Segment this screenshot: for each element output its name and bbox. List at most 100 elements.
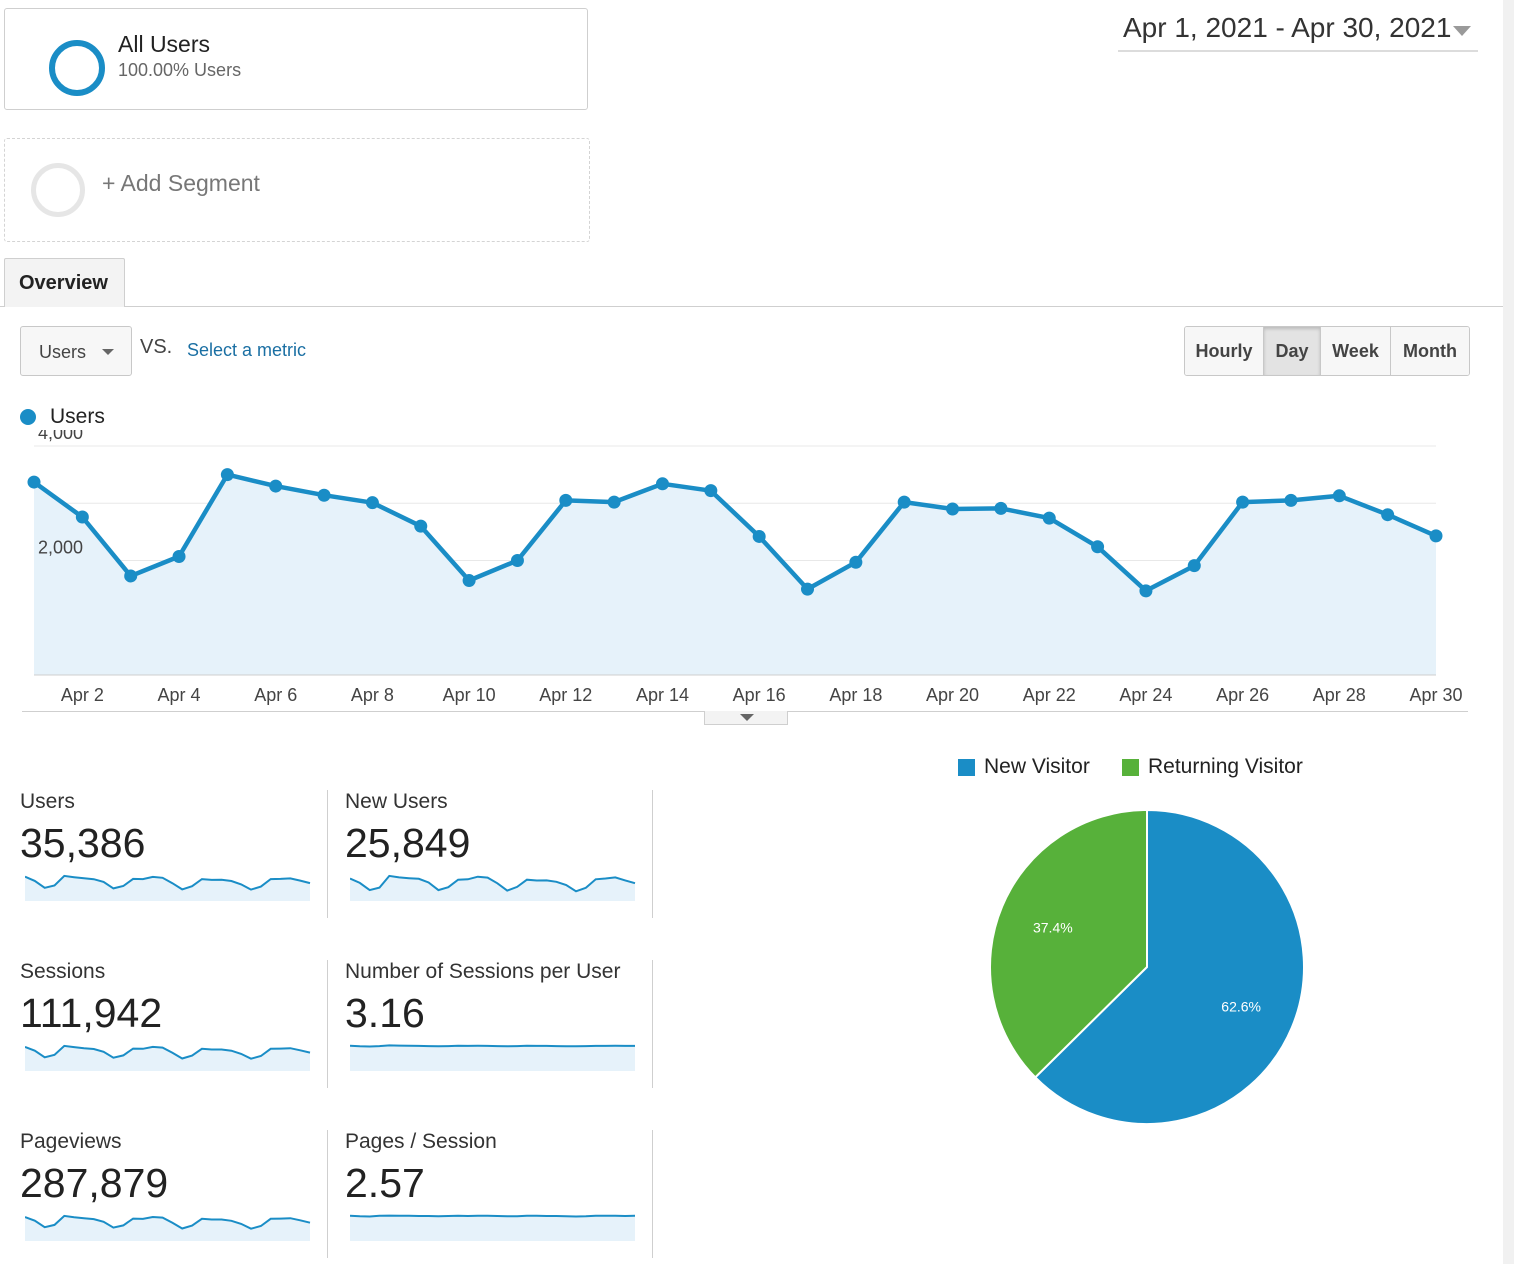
add-segment-button[interactable]: + Add Segment (4, 138, 590, 242)
y-axis-tick-label: 2,000 (38, 538, 83, 558)
chevron-down-icon (740, 714, 754, 721)
users-data-point[interactable] (1381, 508, 1395, 522)
users-data-point[interactable] (414, 519, 428, 533)
x-axis-tick-label: Apr 22 (1023, 685, 1076, 705)
users-data-point[interactable] (1042, 511, 1056, 525)
tab-overview[interactable]: Overview (4, 258, 125, 307)
y-axis-tick-label: 4,000 (38, 430, 83, 443)
kpi-label: Users (20, 790, 75, 813)
kpi-divider (327, 790, 328, 918)
week-button[interactable]: Week (1321, 327, 1391, 375)
kpi-card[interactable]: Pageviews 287,879 (20, 1130, 320, 1260)
kpi-value: 111,942 (20, 990, 163, 1036)
users-data-point[interactable] (946, 502, 960, 516)
pie-legend-label: New Visitor (984, 755, 1090, 778)
kpi-divider (652, 960, 653, 1088)
users-data-point[interactable] (1284, 493, 1298, 507)
pie-slice-new-visitor[interactable] (1033, 808, 1305, 1125)
users-data-point[interactable] (994, 501, 1008, 515)
metric-select-value: Users (39, 342, 87, 362)
kpi-sparkline (350, 1214, 636, 1241)
users-data-point[interactable] (510, 554, 524, 567)
add-segment-label: + Add Segment (102, 170, 260, 196)
granularity-toggle-group: Hourly Day Week Month (1184, 326, 1470, 376)
kpi-sparkline (350, 1044, 635, 1071)
users-data-point[interactable] (1236, 495, 1250, 509)
users-series-line (32, 472, 1437, 594)
users-data-point[interactable] (27, 475, 41, 489)
kpi-sparkline (25, 1214, 311, 1241)
kpi-label: Pages / Session (345, 1130, 497, 1153)
kpi-card[interactable]: Sessions 111,942 (20, 960, 320, 1090)
sparkline-line (350, 874, 636, 893)
kpi-value: 287,879 (20, 1160, 169, 1206)
users-data-point[interactable] (801, 582, 815, 596)
kpi-card[interactable]: Users 35,386 (20, 790, 320, 920)
kpi-value: 3.16 (345, 990, 425, 1036)
users-data-point[interactable] (1187, 559, 1201, 573)
month-button[interactable]: Month (1391, 327, 1469, 375)
x-axis-tick-label: Apr 10 (443, 685, 496, 705)
users-data-point[interactable] (559, 493, 573, 507)
users-data-point[interactable] (124, 569, 138, 583)
kpi-sparkline (350, 874, 636, 901)
new-visitor-swatch-icon (958, 759, 975, 776)
metric-select-dropdown[interactable]: Users (20, 326, 132, 376)
segment-all-users[interactable]: All Users 100.00% Users (4, 8, 588, 110)
users-data-point[interactable] (365, 496, 379, 510)
x-axis-tick-label: Apr 14 (636, 685, 689, 705)
users-data-point[interactable] (655, 477, 669, 491)
users-data-point[interactable] (1139, 584, 1153, 598)
x-axis-tick-label: Apr 24 (1119, 685, 1172, 705)
users-data-point[interactable] (1332, 489, 1346, 503)
pie-legend-returning-visitor: Returning Visitor (1122, 755, 1322, 780)
sparkline-line (25, 1214, 311, 1230)
users-data-point[interactable] (172, 549, 186, 563)
users-data-point[interactable] (317, 488, 331, 502)
x-axis-tick-label: Apr 8 (351, 685, 394, 705)
x-axis-tick-label: Apr 6 (254, 685, 297, 705)
pie-legend-new-visitor: New Visitor (958, 755, 1108, 780)
kpi-divider (652, 790, 653, 918)
sparkline-area (25, 875, 310, 901)
x-axis-tick-label: Apr 2 (61, 685, 104, 705)
pie-slice-returning-visitor[interactable] (988, 808, 1148, 1079)
users-data-point[interactable] (849, 555, 863, 569)
segment-title: All Users (118, 31, 211, 57)
kpi-card[interactable]: New Users 25,849 (345, 790, 645, 920)
users-data-point[interactable] (752, 529, 766, 543)
users-data-point[interactable] (75, 510, 89, 524)
segment-subtitle: 100.00% Users (118, 60, 242, 80)
select-metric-link[interactable]: Select a metric (187, 340, 307, 360)
visitor-type-pie-chart: 62.6% 37.4% (988, 808, 1305, 1125)
add-segment-ring-icon (31, 163, 85, 217)
users-data-point[interactable] (897, 495, 911, 509)
sparkline-line (350, 1044, 635, 1048)
pie-legend-label: Returning Visitor (1148, 755, 1303, 778)
users-data-point[interactable] (1429, 529, 1443, 543)
kpi-card[interactable]: Pages / Session 2.57 (345, 1130, 645, 1260)
date-range-picker[interactable]: Apr 1, 2021 - Apr 30, 2021 (1118, 8, 1478, 52)
date-range-text: Apr 1, 2021 - Apr 30, 2021 (1123, 12, 1452, 43)
kpi-value: 2.57 (345, 1160, 425, 1206)
users-data-point[interactable] (704, 484, 718, 498)
kpi-card[interactable]: Number of Sessions per User 3.16 (345, 960, 645, 1090)
users-data-point[interactable] (220, 468, 234, 482)
chevron-down-icon (102, 349, 114, 355)
users-data-point[interactable] (269, 479, 283, 493)
x-axis-tick-label: Apr 20 (926, 685, 979, 705)
day-button[interactable]: Day (1264, 327, 1321, 375)
sparkline-line (25, 1044, 311, 1060)
sparkline-area (350, 875, 635, 901)
hourly-button[interactable]: Hourly (1185, 327, 1264, 375)
x-axis-tick-label: Apr 18 (829, 685, 882, 705)
users-data-point[interactable] (607, 495, 621, 509)
users-data-point[interactable] (1091, 540, 1105, 554)
sparkline-area (25, 1215, 310, 1241)
x-axis-tick-label: Apr 30 (1409, 685, 1462, 705)
pie-data-label: 62.6% (1221, 998, 1261, 1014)
users-data-point[interactable] (462, 574, 476, 588)
kpi-label: Sessions (20, 960, 106, 983)
chart-collapse-toggle[interactable] (704, 711, 788, 725)
sparkline-area (25, 1045, 310, 1071)
